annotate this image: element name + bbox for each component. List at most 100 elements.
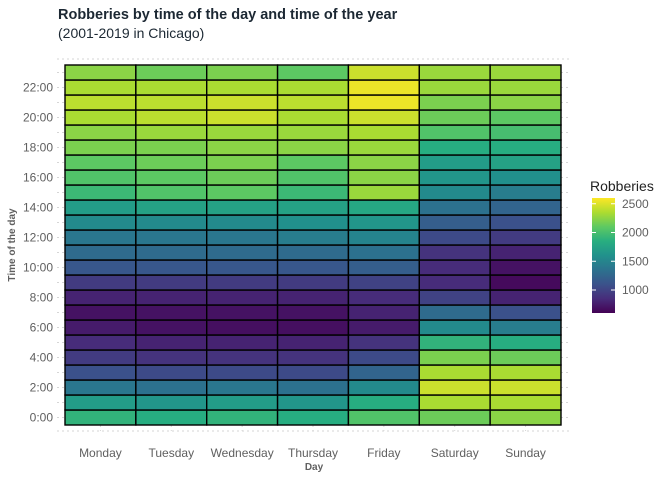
heatmap-cell — [347, 124, 420, 141]
heatmap-cell — [489, 94, 562, 111]
y-tick-label: 8:00 — [30, 291, 54, 305]
heatmap-cell — [276, 64, 350, 81]
heatmap-cell — [276, 109, 350, 126]
heatmap-cell — [64, 319, 137, 336]
y-tick-label: 0:00 — [30, 411, 54, 425]
heatmap-cell — [64, 64, 137, 81]
heatmap-cell — [206, 109, 279, 126]
heatmap-cell — [64, 334, 137, 351]
heatmap-cell — [206, 244, 279, 261]
heatmap-cell — [489, 334, 562, 351]
heatmap-cell — [418, 244, 491, 261]
heatmap-cell — [489, 364, 562, 381]
heatmap-cell — [206, 409, 279, 426]
y-tick-label: 20:00 — [23, 111, 53, 125]
y-tick-label: 18:00 — [23, 141, 53, 155]
heatmap-cell — [347, 94, 420, 111]
heatmap-cell — [276, 214, 350, 231]
heatmap-cell — [418, 154, 491, 171]
heatmap-cell — [135, 169, 208, 186]
heatmap-cell — [347, 139, 420, 156]
heatmap-cell — [135, 274, 208, 291]
heatmap-cell — [64, 199, 137, 216]
heatmap-cell — [206, 79, 279, 96]
heatmap-cell — [489, 109, 562, 126]
legend-colorbar — [592, 198, 615, 313]
heatmap-cell — [347, 229, 420, 246]
heatmap-cell — [418, 259, 491, 276]
heatmap-cell — [64, 79, 137, 96]
legend-tick-label: 1500 — [622, 254, 649, 268]
heatmap-cell — [347, 64, 420, 81]
heatmap-cell — [135, 64, 208, 81]
legend-tick-label: 1000 — [622, 283, 649, 297]
heatmap-cell — [489, 124, 562, 141]
heatmap-cell — [347, 79, 420, 96]
heatmap-cell — [135, 79, 208, 96]
x-tick-label: Thursday — [288, 446, 338, 460]
heatmap-cell — [347, 244, 420, 261]
heatmap-cell — [206, 379, 279, 396]
heatmap-cell — [418, 229, 491, 246]
x-tick-label: Sunday — [505, 446, 546, 460]
heatmap-cell — [206, 259, 279, 276]
heatmap-cell — [206, 394, 279, 411]
heatmap-cell — [206, 304, 279, 321]
heatmap-cell — [489, 289, 562, 306]
heatmap-cell — [489, 349, 562, 366]
heatmap-cell — [135, 304, 208, 321]
heatmap-cell — [135, 184, 208, 201]
y-tick-label: 22:00 — [23, 81, 53, 95]
x-tick-label: Tuesday — [148, 446, 194, 460]
heatmap-cell — [418, 124, 491, 141]
heatmap-cell — [276, 139, 350, 156]
heatmap-cell — [135, 319, 208, 336]
heatmap-cell — [489, 229, 562, 246]
heatmap-cell — [276, 199, 350, 216]
heatmap-cell — [489, 259, 562, 276]
heatmap-cell — [64, 244, 137, 261]
heatmap-cell — [135, 334, 208, 351]
heatmap-cell — [64, 394, 137, 411]
heatmap-cell — [489, 319, 562, 336]
color-legend: Robberies 1000 1500 2000 2500 — [590, 178, 654, 313]
heatmap-cell — [206, 169, 279, 186]
heatmap-cell — [418, 289, 491, 306]
heatmap-cell — [418, 349, 491, 366]
heatmap-cell — [276, 304, 350, 321]
heatmap-cell — [418, 184, 491, 201]
heatmap-cell — [418, 274, 491, 291]
y-tick-label: 12:00 — [23, 231, 53, 245]
heatmap-cell — [418, 79, 491, 96]
heatmap-cell — [347, 214, 420, 231]
heatmap-cell — [418, 214, 491, 231]
heatmap-cell — [64, 409, 137, 426]
legend-tick-label: 2500 — [622, 197, 649, 211]
heatmap-cell — [276, 244, 350, 261]
heatmap-cell — [64, 94, 137, 111]
heatmap-cell — [64, 124, 137, 141]
heatmap-cell — [418, 409, 491, 426]
heatmap-cell — [206, 334, 279, 351]
heatmap-cell — [206, 124, 279, 141]
heatmap-cell — [276, 169, 350, 186]
heatmap-cell — [135, 409, 208, 426]
heatmap-cell — [64, 169, 137, 186]
heatmap-cell — [276, 94, 350, 111]
heatmap-cell — [418, 334, 491, 351]
heatmap-cell — [64, 139, 137, 156]
heatmap-cell — [489, 214, 562, 231]
heatmap-cell — [489, 79, 562, 96]
heatmap-cell — [135, 214, 208, 231]
heatmap-cell — [489, 394, 562, 411]
heatmap-cell — [276, 334, 350, 351]
y-axis-ticks: 0:00 2:00 4:00 6:00 8:00 10:00 12:00 14:00 16:00… — [23, 81, 53, 425]
heatmap-cell — [347, 184, 420, 201]
x-axis-title: Day — [305, 462, 324, 473]
x-tick-label: Monday — [79, 446, 122, 460]
heatmap-cell — [489, 379, 562, 396]
heatmap-cell — [64, 109, 137, 126]
y-tick-label: 10:00 — [23, 261, 53, 275]
heatmap-cell — [347, 199, 420, 216]
heatmap-cell — [135, 349, 208, 366]
